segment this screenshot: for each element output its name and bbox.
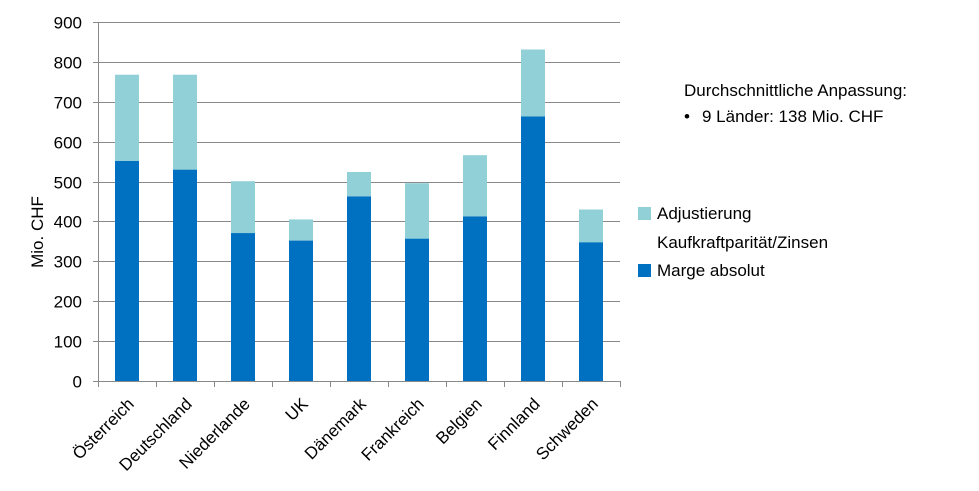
x-tick-label: Belgien (432, 394, 486, 448)
bar-marge-absolut (115, 160, 139, 381)
x-tick-label: Finnland (484, 394, 544, 454)
y-tick-label: 700 (54, 94, 82, 113)
note-title: Durchschnittliche Anpassung: (684, 81, 907, 100)
bar-marge-absolut (405, 238, 429, 381)
legend-label-marge-absolut: Marge absolut (657, 261, 765, 280)
bar-adjustierung (173, 74, 197, 170)
x-tick-label: Schweden (532, 394, 602, 464)
x-tick-label: UK (282, 394, 313, 425)
legend-swatch-marge-absolut (638, 264, 651, 277)
bar-adjustierung (289, 219, 313, 241)
bar-adjustierung (463, 155, 487, 217)
x-tick-label: Frankreich (358, 394, 428, 464)
bar-marge-absolut (579, 242, 603, 381)
y-tick-label: 0 (73, 373, 82, 392)
bar-marge-absolut (521, 116, 545, 381)
y-tick-label: 600 (54, 134, 82, 153)
average-adjustment-note: Durchschnittliche Anpassung: • 9 Länder:… (684, 81, 907, 126)
note-bullet: • (684, 107, 690, 126)
bar-adjustierung (231, 181, 255, 234)
bar-marge-absolut (347, 196, 371, 381)
y-tick-label: 800 (54, 54, 82, 73)
bar-marge-absolut (463, 216, 487, 381)
legend: Adjustierung Kaufkraftparität/Zinsen Mar… (638, 204, 828, 280)
bar-marge-absolut (231, 233, 255, 381)
legend-swatch-adjustierung (638, 207, 651, 220)
legend-label-adjustierung-line1: Adjustierung (657, 204, 752, 223)
bar-marge-absolut (173, 169, 197, 381)
y-tick-label: 500 (54, 174, 82, 193)
bar-adjustierung (521, 49, 545, 117)
bar-adjustierung (115, 74, 139, 161)
bar-adjustierung (579, 209, 603, 243)
y-axis-title: Mio. CHF (28, 196, 47, 268)
bar-marge-absolut (289, 240, 313, 381)
y-tick-label: 900 (54, 14, 82, 33)
legend-label-adjustierung-line2: Kaufkraftparität/Zinsen (657, 233, 828, 252)
y-tick-labels: 0 100 200 300 400 500 600 700 800 900 (54, 14, 82, 392)
bar-adjustierung (347, 172, 371, 197)
bars (115, 49, 603, 381)
y-tick-label: 100 (54, 333, 82, 352)
bar-adjustierung (405, 183, 429, 239)
y-tick-label: 300 (54, 253, 82, 272)
note-item: 9 Länder: 138 Mio. CHF (702, 107, 883, 126)
y-tick-label: 200 (54, 293, 82, 312)
y-tick-label: 400 (54, 213, 82, 232)
axes (93, 22, 621, 387)
